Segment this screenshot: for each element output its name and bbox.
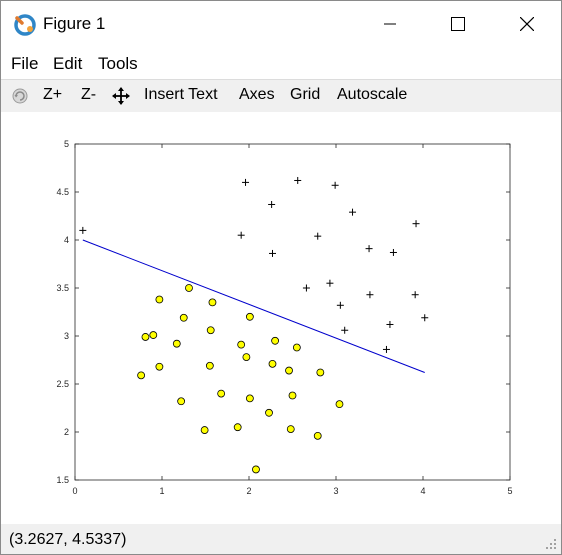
- zoom-in-button[interactable]: Z+: [43, 86, 63, 103]
- circle-point: [205, 361, 214, 370]
- cross-point: [366, 291, 374, 299]
- circle-point: [237, 340, 246, 349]
- circle-point: [316, 368, 325, 377]
- cross-point: [336, 301, 344, 309]
- pan-move-icon[interactable]: [111, 86, 131, 106]
- cross-point: [349, 208, 357, 216]
- circle-point: [285, 366, 293, 375]
- menu-file[interactable]: File: [11, 54, 39, 73]
- status-bar: (3.2627, 4.5337): [1, 524, 561, 554]
- cross-point: [237, 231, 245, 239]
- close-button[interactable]: [504, 1, 550, 49]
- circle-point: [149, 331, 158, 339]
- cross-point: [294, 176, 302, 184]
- x-tick-label: 4: [420, 486, 425, 496]
- cross-point: [331, 181, 339, 189]
- circle-point: [233, 423, 242, 432]
- y-tick-label: 1.5: [56, 475, 69, 485]
- cross-point: [314, 232, 322, 240]
- circle-point: [208, 298, 217, 307]
- cross-point: [421, 314, 429, 322]
- circle-point: [286, 425, 295, 434]
- octave-logo-icon: [14, 14, 36, 36]
- circle-point: [179, 313, 188, 322]
- autoscale-button[interactable]: Autoscale: [337, 86, 408, 103]
- insert-text-button[interactable]: Insert Text: [144, 86, 218, 103]
- cross-point: [411, 291, 419, 299]
- circle-point: [155, 295, 164, 304]
- minimize-icon: [384, 23, 396, 25]
- circle-point: [137, 371, 146, 380]
- cross-point: [79, 226, 87, 234]
- menu-tools[interactable]: Tools: [98, 54, 138, 73]
- y-tick-label: 3.5: [56, 283, 69, 293]
- circle-point: [335, 400, 344, 409]
- y-tick-label: 3: [64, 331, 69, 341]
- y-tick-label: 5: [64, 139, 69, 149]
- axes-button[interactable]: Axes: [239, 86, 275, 103]
- y-tick-label: 2.5: [56, 379, 69, 389]
- axes-box[interactable]: [74, 143, 511, 481]
- cross-point: [326, 279, 334, 287]
- window-title: Figure 1: [43, 14, 106, 33]
- x-tick-label: 1: [159, 486, 164, 496]
- maximize-button[interactable]: [435, 1, 481, 49]
- rotate-icon[interactable]: [11, 87, 29, 105]
- y-tick-label: 4.5: [56, 187, 69, 197]
- circle-point: [177, 397, 186, 406]
- cross-point: [365, 245, 373, 253]
- circle-point: [268, 359, 277, 368]
- x-tick-label: 3: [333, 486, 338, 496]
- cross-point: [386, 320, 394, 328]
- minimize-button[interactable]: [367, 1, 413, 49]
- cross-point: [389, 248, 397, 256]
- cross-point: [268, 200, 276, 208]
- toolbar: Z+ Z- Insert Text Axes Grid Autoscale: [1, 79, 561, 113]
- circle-point: [265, 408, 273, 417]
- close-icon: [520, 17, 534, 31]
- circle-point: [141, 333, 150, 341]
- circle-point: [313, 431, 322, 440]
- grid-button[interactable]: Grid: [290, 86, 321, 103]
- cross-point: [382, 345, 390, 353]
- circle-point: [172, 339, 181, 348]
- y-tick-label: 2: [64, 427, 69, 437]
- maximize-icon: [451, 17, 465, 31]
- resize-grip-icon[interactable]: [545, 538, 557, 550]
- circle-point: [155, 362, 164, 371]
- figure-canvas[interactable]: 0 1 2 3 4 5 1.5 2 2.5 3 3.5 4 4.5 5: [1, 112, 561, 524]
- cross-point: [412, 220, 420, 228]
- circle-point: [245, 312, 254, 321]
- circle-point: [185, 284, 193, 292]
- x-tick-label: 0: [72, 486, 77, 496]
- cross-point: [268, 249, 276, 257]
- cross-point: [341, 326, 349, 334]
- x-tick-label: 5: [507, 486, 512, 496]
- cross-point: [302, 284, 310, 292]
- circle-point: [252, 465, 260, 474]
- zoom-out-button[interactable]: Z-: [81, 86, 97, 103]
- menu-bar: File Edit Tools: [1, 49, 561, 79]
- circle-point: [292, 343, 301, 352]
- y-tick-label: 4: [64, 235, 69, 245]
- circle-point: [206, 326, 215, 335]
- x-tick-label: 2: [246, 486, 251, 496]
- cursor-coordinates: (3.2627, 4.5337): [9, 531, 127, 548]
- circle-point: [242, 353, 251, 362]
- decision-boundary-line: [82, 239, 425, 373]
- circle-point: [200, 426, 209, 434]
- circle-point: [271, 336, 280, 345]
- menu-edit[interactable]: Edit: [53, 54, 83, 73]
- scatter-plot[interactable]: 0 1 2 3 4 5 1.5 2 2.5 3 3.5 4 4.5 5: [1, 112, 561, 524]
- title-bar[interactable]: Figure 1: [1, 1, 561, 49]
- circle-point: [245, 394, 254, 403]
- circle-point: [217, 389, 226, 398]
- circle-point: [288, 391, 297, 400]
- cross-point: [242, 178, 250, 186]
